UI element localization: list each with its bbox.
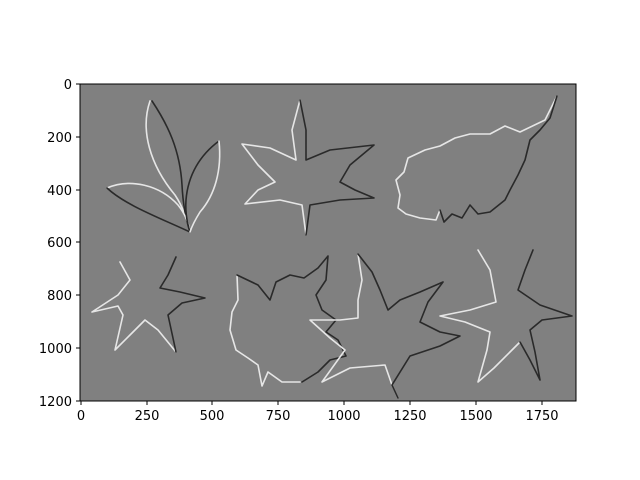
- leaf-narrow-group: [106, 100, 221, 233]
- x-tick-label: 750: [266, 409, 291, 424]
- y-tick-label: 1200: [39, 395, 72, 410]
- y-tick-label: 600: [47, 236, 72, 251]
- leaf-star-bottom-right: [439, 249, 573, 383]
- leaf-maple-bottom: [229, 255, 347, 387]
- y-tick-label: 200: [47, 131, 72, 146]
- x-tick-label: 250: [135, 409, 160, 424]
- leaf-star-center: [309, 253, 461, 399]
- x-tick-label: 1000: [327, 409, 360, 424]
- x-tick-label: 1500: [459, 409, 492, 424]
- embossed-leaves: [91, 95, 573, 399]
- y-axis: 0 200 400 600 800 1000 1200: [39, 78, 80, 410]
- y-tick-label: 0: [64, 78, 72, 93]
- x-tick-label: 500: [200, 409, 225, 424]
- leaf-star-top: [241, 99, 375, 236]
- x-axis: 0 250 500 750 1000 1250 1500 1750: [77, 401, 559, 424]
- leaf-star-bottom-left: [91, 256, 206, 353]
- y-tick-label: 400: [47, 184, 72, 199]
- image-area: [79, 83, 577, 402]
- y-tick-label: 800: [47, 289, 72, 304]
- y-tick-label: 1000: [39, 342, 72, 357]
- x-tick-label: 1250: [393, 409, 426, 424]
- x-tick-label: 1750: [525, 409, 558, 424]
- x-tick-label: 0: [77, 409, 85, 424]
- leaf-serrated-top-right: [395, 95, 558, 223]
